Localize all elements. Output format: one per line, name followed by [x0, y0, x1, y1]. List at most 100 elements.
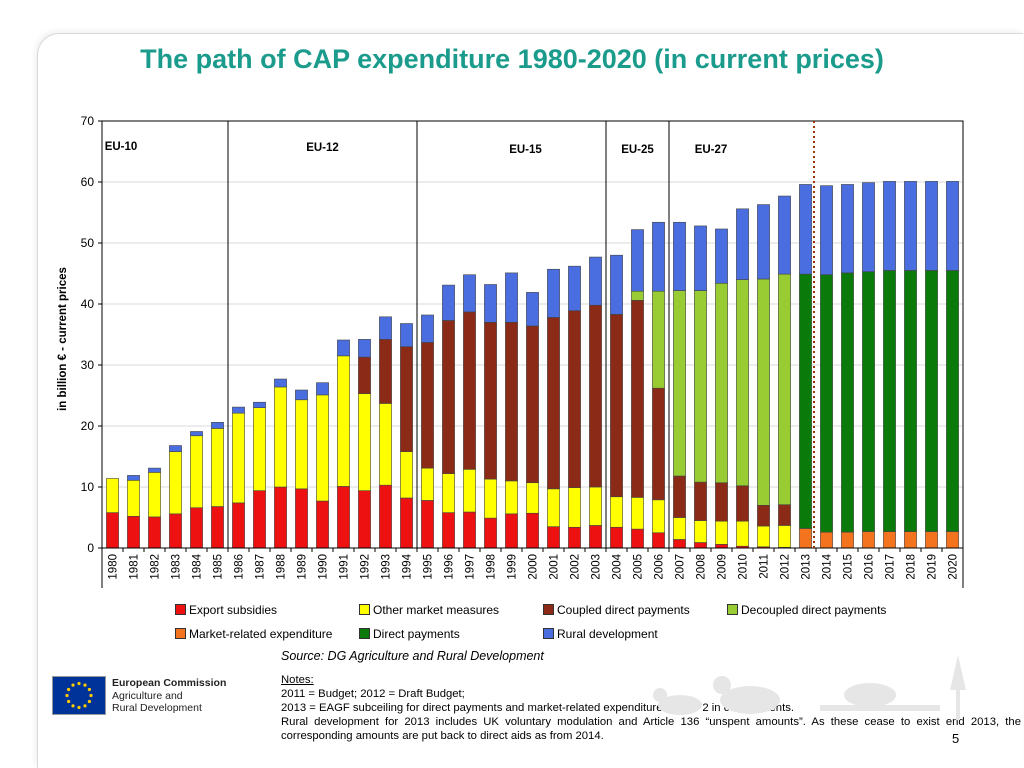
bar-segment	[337, 486, 350, 549]
x-tick-label: 2004	[612, 553, 624, 579]
bar-segment	[421, 500, 434, 549]
enlargement-label: EU-25	[621, 144, 654, 156]
slide-frame	[37, 33, 1023, 768]
bar-segment	[757, 504, 770, 527]
bar-segment	[421, 314, 434, 343]
flag-star	[65, 693, 69, 698]
bar-segment	[736, 208, 749, 280]
bar-segment	[505, 321, 518, 482]
x-tick-label: 2006	[654, 554, 666, 580]
bar-segment	[631, 497, 644, 530]
enlargement-label: EU-12	[306, 142, 339, 154]
x-tick-label: 2012	[780, 554, 792, 580]
bar-segment	[841, 184, 854, 274]
bar-segment	[127, 515, 140, 549]
bar-segment	[820, 274, 833, 533]
bar-segment	[505, 480, 518, 515]
x-tick-label: 1989	[297, 554, 309, 580]
x-tick-label: 2002	[570, 554, 582, 580]
bar-segment	[295, 399, 308, 490]
bar-segment	[589, 525, 602, 549]
bar-segment	[757, 525, 770, 548]
x-tick-label: 2009	[717, 554, 729, 580]
flag-star	[83, 704, 87, 708]
y-axis-label: in billion € - current prices	[57, 267, 69, 411]
bar-segment	[421, 467, 434, 501]
bar-segment	[946, 181, 959, 271]
bar-segment	[442, 512, 455, 549]
y-tick-label: 0	[87, 541, 94, 555]
bar-segment	[358, 393, 371, 491]
bar-segment	[631, 528, 644, 549]
x-tick-label: 1982	[150, 554, 162, 580]
bar-segment	[694, 290, 707, 483]
bar-segment	[526, 482, 539, 514]
flag-star	[77, 681, 81, 686]
enlargement-label: EU-27	[695, 144, 728, 156]
legend-label: Export subsidies	[189, 603, 278, 617]
bar-segment	[925, 270, 938, 532]
bar-segment	[253, 401, 266, 408]
bar-segment	[652, 387, 665, 501]
y-tick-label: 60	[81, 175, 95, 189]
bar-segment	[295, 389, 308, 401]
bar-segment	[778, 273, 791, 505]
legend-label: Other market measures	[373, 603, 500, 617]
bar-segment	[883, 270, 896, 532]
bar-segment	[379, 316, 392, 340]
x-tick-label: 1999	[507, 554, 519, 580]
eu-flag-icon	[52, 676, 106, 715]
bar-segment	[484, 321, 497, 480]
bar-segment	[715, 544, 728, 549]
x-tick-label: 1980	[108, 554, 120, 580]
bar-segment	[904, 270, 917, 532]
bar-segment	[673, 517, 686, 540]
logo-title: European Commission	[112, 677, 227, 689]
bar-segment	[715, 520, 728, 545]
bar-segment	[211, 422, 224, 429]
bar-segment	[841, 531, 854, 549]
x-tick-label: 2013	[801, 554, 813, 580]
chart-bars	[106, 181, 959, 549]
bar-segment	[316, 500, 329, 549]
legend-swatch	[175, 628, 186, 639]
bar-segment	[484, 517, 497, 549]
bar-segment	[883, 181, 896, 271]
legend-item: Decoupled direct payments	[727, 603, 886, 617]
bar-segment	[946, 270, 959, 532]
bar-segment	[799, 273, 812, 529]
bar-segment	[337, 339, 350, 357]
chart-axes	[98, 120, 964, 588]
legend-swatch	[359, 628, 370, 639]
bar-segment	[484, 478, 497, 519]
bar-segment	[568, 310, 581, 488]
enlargement-label: EU-10	[105, 141, 138, 153]
bar-segment	[274, 386, 287, 488]
chart-labels: 0 10 20 30 40 50 60 70 1980 1981 1982 1983 1984 1985 1…	[81, 114, 960, 580]
bar-segment	[715, 482, 728, 522]
bar-segment	[673, 221, 686, 291]
bar-segment	[904, 181, 917, 271]
flag-star	[89, 693, 93, 698]
bar-segment	[715, 282, 728, 484]
x-tick-label: 2008	[696, 554, 708, 580]
bar-segment	[778, 504, 791, 526]
y-tick-label: 10	[81, 480, 95, 494]
bar-segment	[589, 256, 602, 306]
legend-item: Other market measures	[359, 603, 499, 617]
bar-segment	[862, 271, 875, 532]
legend-item: Market-related expenditure	[175, 627, 332, 641]
page-number: 5	[952, 731, 960, 746]
bar-segment	[841, 272, 854, 533]
bar-segment	[442, 473, 455, 513]
bar-segment	[610, 496, 623, 528]
bar-segment	[148, 472, 161, 518]
bar-segment	[547, 268, 560, 318]
x-tick-label: 1983	[171, 554, 183, 580]
bar-segment	[820, 185, 833, 276]
bar-segment	[379, 339, 392, 404]
bar-segment	[484, 284, 497, 323]
x-tick-label: 2003	[591, 554, 603, 580]
legend-item: Rural development	[543, 627, 658, 641]
y-tick-label: 70	[81, 114, 95, 128]
